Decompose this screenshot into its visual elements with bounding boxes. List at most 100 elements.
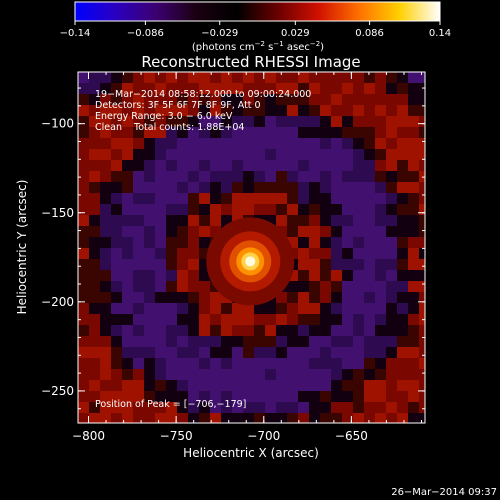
heatmap-cell [133, 72, 145, 84]
heatmap-cell [144, 402, 156, 414]
heatmap-cell [243, 193, 255, 205]
heatmap-cell [89, 303, 101, 315]
heatmap-cell [199, 83, 211, 95]
heatmap-cell [254, 380, 266, 392]
heatmap-cell [199, 171, 211, 183]
heatmap-cell [353, 215, 365, 227]
peak-position-label: Position of Peak = [−706,−179] [95, 399, 246, 410]
heatmap-cell [111, 270, 123, 282]
heatmap-cell [331, 413, 343, 423]
heatmap-cell [419, 292, 425, 304]
heatmap-cell [353, 226, 365, 238]
heatmap-cell [111, 237, 123, 249]
heatmap-cell [144, 413, 156, 423]
heatmap-cell [133, 171, 145, 183]
heatmap-cell [287, 369, 299, 381]
heatmap-cell [276, 149, 288, 161]
heatmap-cell [353, 413, 365, 423]
heatmap-cell [243, 358, 255, 370]
heatmap-cell [364, 336, 376, 348]
heatmap-cell [419, 325, 425, 337]
heatmap-cell [177, 292, 189, 304]
heatmap-cell [375, 237, 387, 249]
heatmap-cell [111, 380, 123, 392]
x-tick-label: −750 [160, 429, 193, 443]
heatmap-cell [100, 149, 112, 161]
heatmap-cell [177, 303, 189, 315]
heatmap-cell [111, 83, 123, 95]
heatmap-cell [386, 138, 398, 150]
heatmap-cell [331, 248, 343, 260]
heatmap-cell [243, 204, 255, 216]
heatmap-cell [89, 413, 101, 423]
heatmap-cell [166, 413, 178, 423]
heatmap-cell [166, 281, 178, 293]
heatmap-cell [78, 215, 90, 227]
heatmap-cell [397, 380, 409, 392]
heatmap-cell [155, 215, 167, 227]
heatmap-cell [188, 314, 200, 326]
heatmap-cell [188, 380, 200, 392]
heatmap-cell [364, 193, 376, 205]
heatmap-cell [331, 380, 343, 392]
heatmap-cell [375, 248, 387, 260]
heatmap-cell [243, 402, 255, 414]
heatmap-cell [408, 303, 420, 315]
heatmap-cell [133, 204, 145, 216]
heatmap-cell [419, 402, 425, 414]
heatmap-cell [342, 94, 354, 106]
heatmap-cell [155, 138, 167, 150]
heatmap-cell [342, 193, 354, 205]
heatmap-cell [89, 292, 101, 304]
heatmap-cell [166, 72, 178, 84]
heatmap-cell [210, 314, 222, 326]
heatmap-cell [89, 204, 101, 216]
heatmap-cell [188, 204, 200, 216]
heatmap-cell [122, 138, 134, 150]
heatmap-cell [232, 336, 244, 348]
heatmap-cell [221, 116, 233, 128]
heatmap-cell [287, 413, 299, 423]
heatmap-cell [177, 160, 189, 172]
heatmap-cell [353, 347, 365, 359]
heatmap-cell [133, 303, 145, 315]
heatmap-cell [155, 391, 167, 403]
heatmap-cell [353, 204, 365, 216]
heatmap-cell [408, 138, 420, 150]
heatmap-cell [375, 127, 387, 139]
heatmap-cell [133, 358, 145, 370]
heatmap-cell [199, 402, 211, 414]
heatmap-cell [375, 380, 387, 392]
heatmap-cell [265, 105, 277, 117]
heatmap-cell [309, 237, 321, 249]
heatmap-cell [320, 391, 332, 403]
heatmap-cell [375, 402, 387, 414]
heatmap-cell [243, 303, 255, 315]
heatmap-cell [254, 325, 266, 337]
heatmap-cell [353, 182, 365, 194]
heatmap-cell [254, 83, 266, 95]
heatmap-cell [155, 358, 167, 370]
colorbar-tick-label: −0.086 [127, 28, 164, 39]
heatmap-cell [177, 215, 189, 227]
heatmap-cell [276, 171, 288, 183]
heatmap-cell [100, 325, 112, 337]
heatmap-cell [320, 292, 332, 304]
heatmap-cell [342, 248, 354, 260]
heatmap-cell [188, 149, 200, 161]
heatmap-cell [276, 358, 288, 370]
heatmap-cell [177, 171, 189, 183]
heatmap-cell [199, 325, 211, 337]
heatmap-cell [111, 325, 123, 337]
heatmap-cell [122, 259, 134, 271]
heatmap-cell [298, 193, 310, 205]
heatmap-cell [144, 105, 156, 117]
heatmap-cell [364, 347, 376, 359]
heatmap-cell [364, 149, 376, 161]
heatmap-cell [254, 116, 266, 128]
heatmap-cell [287, 149, 299, 161]
heatmap-cell [166, 83, 178, 95]
heatmap-cell [342, 171, 354, 183]
heatmap-cell [199, 138, 211, 150]
